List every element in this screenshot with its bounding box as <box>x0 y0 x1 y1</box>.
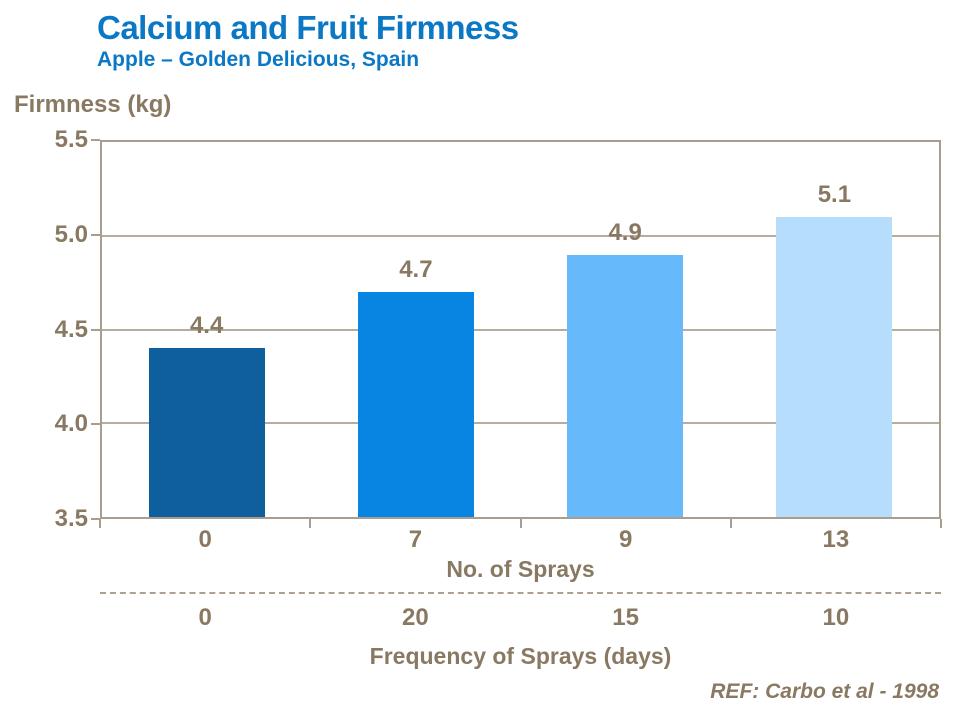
x-tick-label-frequency: 15 <box>612 604 639 631</box>
secondary-x-axis-title: Frequency of Sprays (days) <box>369 643 672 669</box>
dashed-divider-line <box>100 592 941 594</box>
y-tick-label: 3.5 <box>54 505 88 532</box>
chart-title: Calcium and Fruit Firmness <box>97 9 519 46</box>
x-tick-label-sprays: 0 <box>198 526 212 553</box>
y-axis-title: Firmness (kg) <box>14 91 172 118</box>
bar-sprays-9 <box>567 254 684 517</box>
x-tick-label-frequency: 10 <box>822 604 850 631</box>
reference-citation: REF: Carbo et al - 1998 <box>710 680 939 703</box>
y-tick-label: 4.0 <box>54 410 88 438</box>
y-tick-mark <box>91 233 100 236</box>
gridline-4.5 <box>102 328 939 331</box>
y-tick-mark <box>91 423 100 426</box>
x-tick-mark <box>99 519 101 528</box>
y-tick-label: 4.5 <box>54 315 88 343</box>
bar-value-label: 5.1 <box>817 181 852 208</box>
x-tick-label-sprays: 7 <box>408 526 423 553</box>
x-tick-label-row-sprays: 0 7 9 13 <box>100 526 941 554</box>
x-tick-label-frequency: 20 <box>402 604 429 631</box>
x-tick-mark <box>940 519 942 528</box>
x-tick-mark <box>309 519 312 528</box>
plot-area: 4.4 4.7 4.9 5.1 <box>100 140 941 519</box>
bar-value-label: 4.9 <box>608 218 642 246</box>
bar-sprays-13 <box>776 217 893 517</box>
y-tick-mark <box>91 328 100 331</box>
x-tick-label-frequency: 0 <box>198 604 212 631</box>
gridline-5 <box>102 234 939 237</box>
bar-value-label: 4.7 <box>399 256 433 283</box>
x-tick-mark <box>729 519 732 528</box>
chart-subtitle: Apple – Golden Delicious, Spain <box>97 48 420 71</box>
gridline-4 <box>102 422 939 425</box>
bar-sprays-7 <box>357 292 474 517</box>
x-axis-title: No. of Sprays <box>446 556 595 582</box>
x-tick-label-row-frequency: 0 20 15 10 <box>100 604 941 632</box>
y-tick-mark <box>91 139 100 141</box>
bar-value-label: 4.4 <box>189 312 224 340</box>
x-tick-label-sprays: 13 <box>822 526 850 553</box>
x-tick-label-sprays: 9 <box>618 526 633 553</box>
y-tick-label: 5.5 <box>54 126 88 153</box>
bar-sprays-0 <box>148 348 265 517</box>
x-tick-mark <box>519 519 522 528</box>
y-tick-label: 5.0 <box>54 220 88 248</box>
y-tick-mark <box>91 518 100 520</box>
